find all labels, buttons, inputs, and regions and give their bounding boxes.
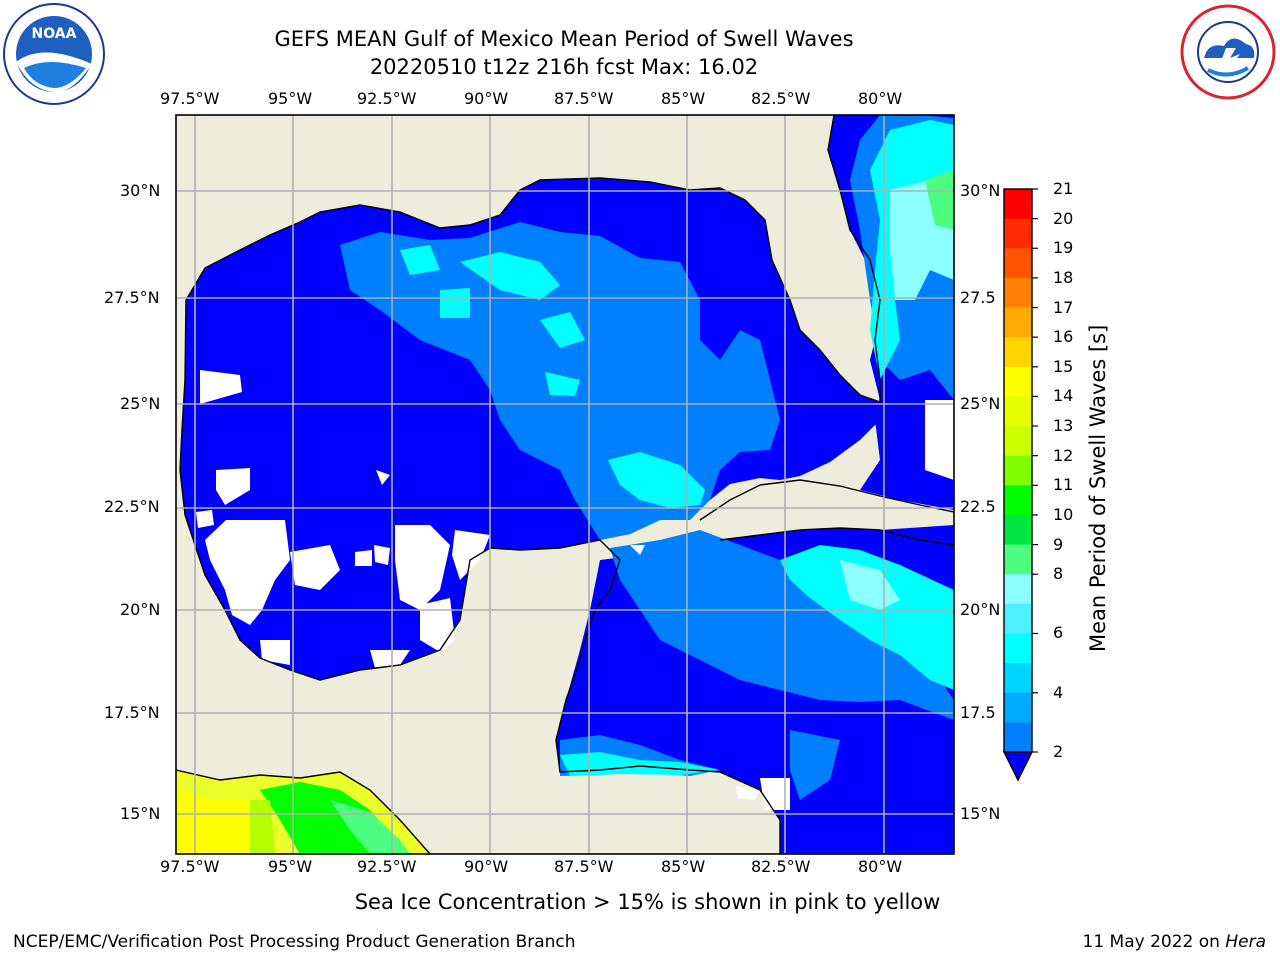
colorbar-band bbox=[1004, 514, 1032, 546]
colorbar bbox=[1002, 188, 1038, 782]
colorbar-band bbox=[1004, 455, 1032, 486]
lat-tick-left: 17.5°N bbox=[104, 703, 160, 722]
plot-title: GEFS MEAN Gulf of Mexico Mean Period of … bbox=[274, 27, 854, 51]
colorbar-tick-label: 14 bbox=[1053, 386, 1074, 406]
colorbar-tick-label: 4 bbox=[1053, 682, 1064, 702]
lon-tick-bottom: 92.5°W bbox=[357, 857, 417, 876]
lat-tick-left: 27.5°N bbox=[104, 288, 160, 307]
lon-tick-bottom: 90°W bbox=[464, 857, 509, 876]
lon-tick-bottom: 85°W bbox=[661, 857, 706, 876]
lat-tick-right: 30°N bbox=[960, 181, 1001, 200]
no-data-patches bbox=[196, 370, 954, 810]
colorbar-extend-arrow bbox=[1002, 751, 1034, 782]
colorbar-band bbox=[1004, 366, 1032, 397]
lon-tick-top: 80°W bbox=[858, 89, 903, 108]
colorbar-tick-label: 15 bbox=[1053, 356, 1074, 376]
lon-tick-top: 92.5°W bbox=[357, 89, 417, 108]
colorbar-band bbox=[1004, 218, 1032, 249]
colorbar-frame bbox=[1003, 188, 1033, 753]
lon-tick-bottom: 87.5°W bbox=[554, 857, 614, 876]
colorbar-band bbox=[1004, 189, 1032, 220]
lon-tick-bottom: 97.5°W bbox=[160, 857, 220, 876]
footer-date: 11 May 2022 on Hera bbox=[1083, 932, 1267, 952]
swell-6-8-zone bbox=[400, 245, 705, 508]
colorbar-band bbox=[1004, 574, 1032, 605]
lat-tick-right: 27.5 bbox=[960, 288, 996, 307]
colorbar-band bbox=[1004, 633, 1032, 664]
map-frame bbox=[175, 114, 955, 855]
colorbar-tick-label: 13 bbox=[1053, 416, 1074, 436]
colorbar-band bbox=[1004, 663, 1032, 694]
lat-tick-right: 20°N bbox=[960, 600, 1001, 619]
nws-logo bbox=[1180, 4, 1276, 100]
lat-tick-right: 15°N bbox=[960, 804, 1001, 823]
sea-ice-note: Sea Ice Concentration > 15% is shown in … bbox=[354, 890, 941, 914]
noaa-logo-text: NOAA bbox=[32, 26, 77, 42]
lon-tick-top: 87.5°W bbox=[554, 89, 614, 108]
colorbar-tick-label: 20 bbox=[1053, 208, 1074, 228]
lon-tick-top: 90°W bbox=[464, 89, 509, 108]
lat-tick-left: 30°N bbox=[120, 181, 161, 200]
footer-date-text: 11 May 2022 on bbox=[1082, 932, 1226, 952]
colorbar-band bbox=[1004, 603, 1032, 634]
lat-tick-right: 25°N bbox=[960, 394, 1001, 413]
colorbar-tick-label: 2 bbox=[1053, 742, 1064, 761]
colorbar-tick-label: 6 bbox=[1053, 623, 1064, 643]
colorbar-band bbox=[1004, 544, 1032, 575]
plot-subtitle: 20220510 t12z 216h fcst Max: 16.02 bbox=[369, 55, 759, 79]
colorbar-band bbox=[1004, 248, 1032, 279]
colorbar-tick-label: 10 bbox=[1053, 504, 1074, 524]
lon-tick-top: 85°W bbox=[661, 89, 706, 108]
noaa-logo: NOAA bbox=[3, 3, 105, 105]
colorbar-band bbox=[1004, 426, 1032, 457]
lat-tick-left: 20°N bbox=[120, 600, 161, 619]
lon-tick-bottom: 95°W bbox=[268, 857, 313, 876]
lat-tick-right: 17.5 bbox=[960, 703, 996, 722]
lon-tick-bottom: 80°W bbox=[858, 857, 903, 876]
lon-tick-bottom: 82.5°W bbox=[751, 857, 811, 876]
footer-machine: Hera bbox=[1225, 932, 1266, 952]
lat-tick-right: 22.5 bbox=[960, 497, 996, 516]
colorbar-tick-label: 21 bbox=[1053, 179, 1074, 198]
colorbar-tick-label: 9 bbox=[1053, 534, 1064, 554]
colorbar-band bbox=[1004, 485, 1032, 516]
colorbar-band bbox=[1004, 307, 1032, 338]
colorbar-label: Mean Period of Swell Waves [s] bbox=[1086, 324, 1110, 652]
colorbar-tick-label: 16 bbox=[1053, 327, 1074, 347]
colorbar-band bbox=[1004, 277, 1032, 309]
lat-tick-left: 25°N bbox=[120, 394, 161, 413]
lon-tick-top: 82.5°W bbox=[751, 89, 811, 108]
colorbar-tick-label: 8 bbox=[1053, 564, 1064, 584]
colorbar-tick-label: 12 bbox=[1053, 445, 1074, 465]
colorbar-tick-label: 19 bbox=[1053, 238, 1074, 258]
colorbar-band bbox=[1004, 396, 1032, 427]
colorbar-tick-label: 11 bbox=[1053, 475, 1074, 495]
lon-tick-top: 95°W bbox=[268, 89, 313, 108]
lon-tick-top: 97.5°W bbox=[160, 89, 220, 108]
colorbar-band bbox=[1004, 337, 1032, 368]
lat-tick-left: 15°N bbox=[120, 804, 161, 823]
footer-credit: NCEP/EMC/Verification Post Processing Pr… bbox=[13, 932, 576, 952]
colorbar-tick-label: 17 bbox=[1053, 297, 1074, 317]
colorbar-tick-label: 18 bbox=[1053, 267, 1074, 287]
colorbar-band bbox=[1004, 722, 1032, 753]
lat-tick-left: 22.5°N bbox=[104, 497, 160, 516]
colorbar-band bbox=[1004, 692, 1032, 723]
graticule bbox=[176, 115, 954, 854]
